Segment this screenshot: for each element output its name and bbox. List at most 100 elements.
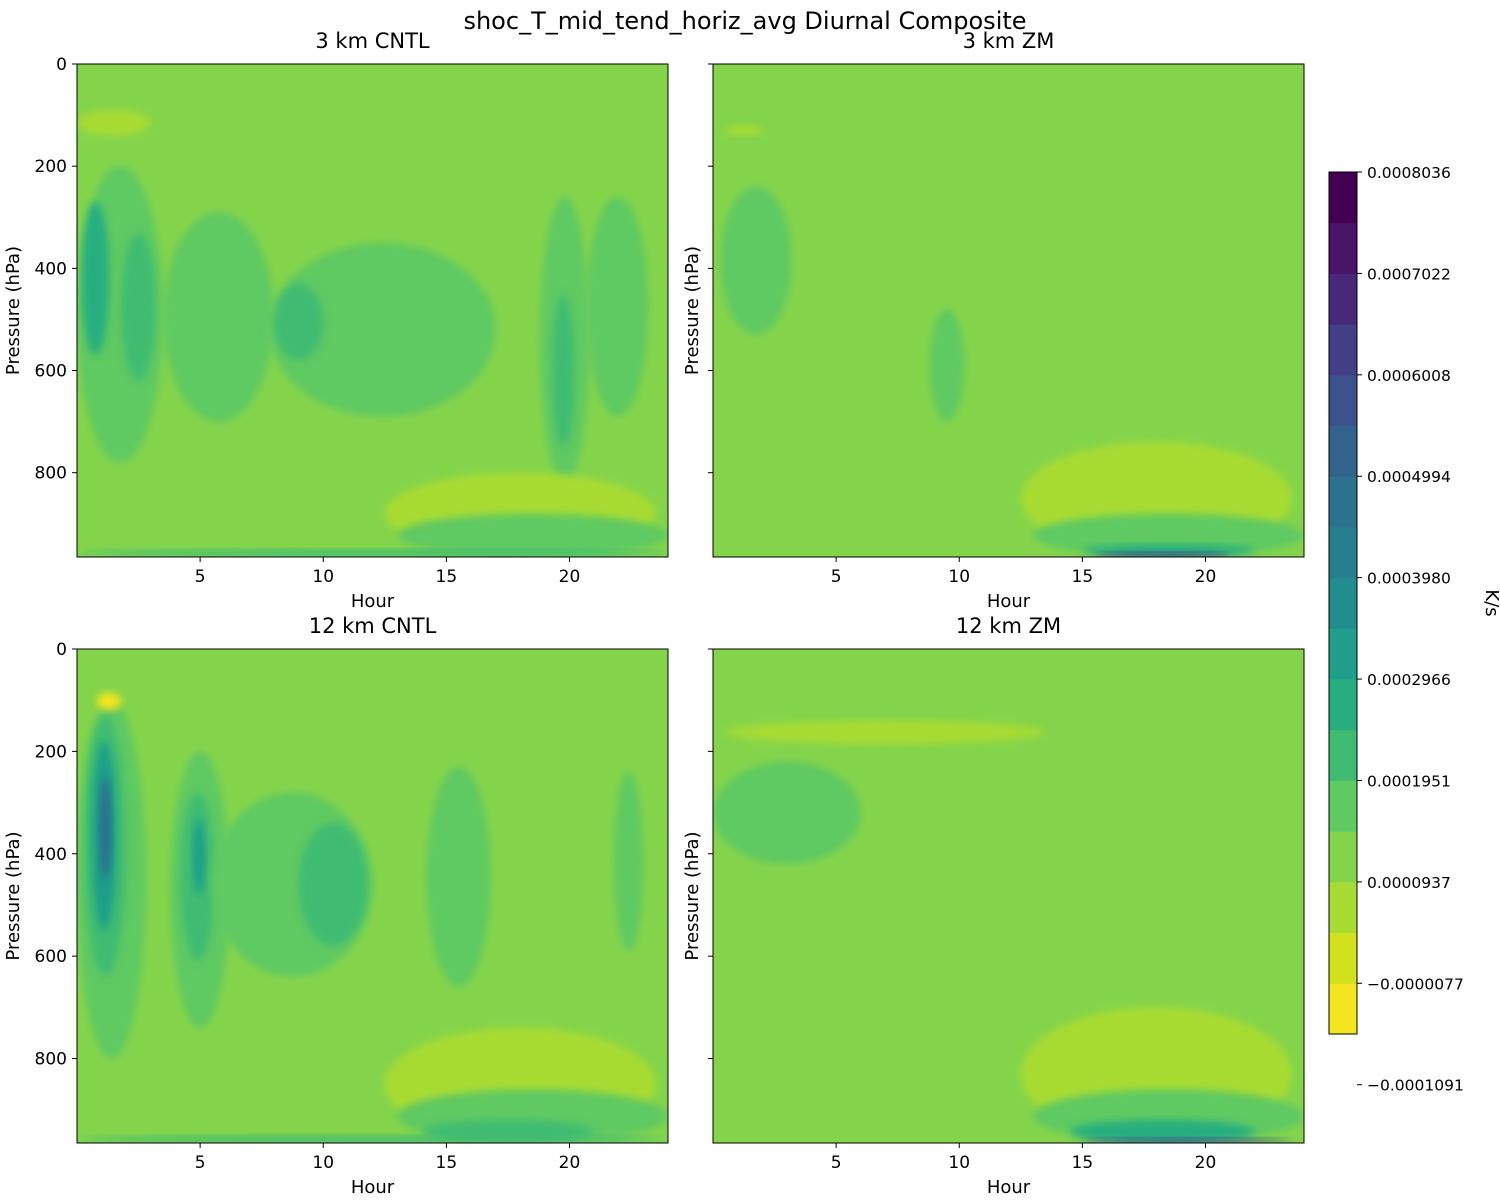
y-tick-label: 800 xyxy=(35,1050,67,1070)
x-tick-label: 20 xyxy=(1195,567,1217,587)
colorbar-tick-label: 0.0002966 xyxy=(1367,671,1451,689)
colorbar-segment xyxy=(1329,831,1357,883)
contour-region xyxy=(77,1135,668,1143)
colorbar-segment xyxy=(1329,172,1357,224)
y-tick-label: 600 xyxy=(35,947,67,967)
colorbar-segment xyxy=(1329,374,1357,427)
colorbar: 0.0008036 0.0007022 0.0006008 0.0004994 0.00… xyxy=(1328,164,1500,1095)
contour-region xyxy=(81,201,110,356)
colorbar-segment xyxy=(1329,222,1357,274)
figure-title: shoc_T_mid_tend_horiz_avg Diurnal Compos… xyxy=(463,7,1026,35)
colorbar-segment xyxy=(1329,425,1357,477)
x-tick-label: 5 xyxy=(831,1153,842,1173)
colorbar-tick-label: 0.0007022 xyxy=(1367,265,1451,283)
colorbar-tick-label: 0.0000937 xyxy=(1367,874,1451,892)
colorbar-tick-label: 0.0004994 xyxy=(1367,468,1451,486)
contour-region xyxy=(552,293,575,448)
y-tick-label: 400 xyxy=(35,259,67,279)
axes-frame xyxy=(712,63,1305,558)
field-features xyxy=(720,125,1304,557)
x-tick-label: 20 xyxy=(559,567,581,587)
x-tick-label: 10 xyxy=(948,1153,970,1173)
contour-region xyxy=(163,212,274,422)
y-tick-label: 200 xyxy=(35,157,67,177)
panel-title: 3 km CNTL xyxy=(315,29,430,53)
colorbar-label: K/s xyxy=(1481,589,1500,616)
colorbar-tick-label: 0.0006008 xyxy=(1367,367,1451,385)
x-axis-label: Hour xyxy=(351,591,395,612)
contour-region xyxy=(77,549,668,557)
colorbar-tick-label: −0.0001091 xyxy=(1367,1077,1464,1095)
panel-title: 12 km ZM xyxy=(956,614,1061,638)
colorbar-tick-label: 0.0003980 xyxy=(1367,570,1451,588)
panel-4: 12 km ZM 5 10 15 20 Hour Pressure (hPa) xyxy=(682,614,1305,1198)
colorbar-tick-label: −0.0000077 xyxy=(1367,975,1464,993)
x-tick-label: 15 xyxy=(436,1153,458,1173)
contour-region xyxy=(713,761,861,865)
y-tick-label: 0 xyxy=(56,55,67,75)
field-features xyxy=(77,109,668,557)
contour-region xyxy=(1070,1119,1255,1143)
x-tick-label: 5 xyxy=(831,567,842,587)
colorbar-segment xyxy=(1329,324,1357,376)
contour-region xyxy=(274,283,324,361)
x-tick-label: 10 xyxy=(948,567,970,587)
colorbar-segment xyxy=(1329,577,1357,629)
contour-region xyxy=(1082,1137,1292,1143)
contour-region xyxy=(929,309,965,422)
contour-region xyxy=(586,196,649,417)
x-tick-label: 15 xyxy=(1072,567,1094,587)
contour-region xyxy=(121,232,156,381)
y-tick-label: 200 xyxy=(35,742,67,762)
field-features xyxy=(77,692,668,1143)
colorbar-segment xyxy=(1329,476,1357,528)
x-axis-label: Hour xyxy=(987,591,1031,612)
x-axis-label: Hour xyxy=(987,1177,1031,1198)
contour-region xyxy=(725,720,1046,744)
colorbar-frame xyxy=(1328,171,1358,1035)
contour-region xyxy=(1094,551,1231,557)
panel-title: 12 km CNTL xyxy=(309,614,437,638)
axes-frame xyxy=(76,648,669,1144)
colorbar-segment xyxy=(1329,273,1357,325)
contour-region xyxy=(725,125,763,136)
y-axis-label: Pressure (hPa) xyxy=(3,246,24,375)
contour-region xyxy=(192,817,206,895)
x-tick-label: 20 xyxy=(559,1153,581,1173)
y-tick-label: 400 xyxy=(35,845,67,865)
colorbar-segment xyxy=(1329,679,1357,731)
axes-frame xyxy=(76,63,669,558)
contour-region xyxy=(426,766,491,987)
colorbar-segment xyxy=(1329,729,1357,781)
y-axis-label: Pressure (hPa) xyxy=(682,831,703,960)
x-tick-label: 15 xyxy=(436,567,458,587)
field-features xyxy=(713,720,1304,1143)
y-axis-label: Pressure (hPa) xyxy=(682,246,703,375)
contour-region xyxy=(96,692,122,711)
x-tick-label: 20 xyxy=(1195,1153,1217,1173)
colorbar-segment xyxy=(1329,881,1357,934)
colorbar-segment xyxy=(1329,526,1357,579)
x-axis-label: Hour xyxy=(351,1177,395,1198)
panel-title: 3 km ZM xyxy=(963,29,1055,53)
x-tick-label: 10 xyxy=(312,567,334,587)
y-tick-label: 800 xyxy=(35,464,67,484)
colorbar-tick-label: 0.0008036 xyxy=(1367,164,1451,182)
contour-region xyxy=(269,242,496,417)
axes-frame xyxy=(712,648,1305,1144)
contour-region xyxy=(720,186,792,335)
x-tick-label: 10 xyxy=(312,1153,334,1173)
contour-region xyxy=(397,513,668,557)
x-tick-label: 15 xyxy=(1072,1153,1094,1173)
y-tick-label: 0 xyxy=(56,640,67,660)
contour-region xyxy=(77,109,151,136)
colorbar-segment xyxy=(1329,780,1357,832)
contour-region xyxy=(613,771,644,952)
y-axis-label: Pressure (hPa) xyxy=(3,831,24,960)
contour-region xyxy=(99,776,112,880)
colorbar-segment xyxy=(1329,628,1357,680)
colorbar-tick-label: 0.0001951 xyxy=(1367,772,1451,790)
